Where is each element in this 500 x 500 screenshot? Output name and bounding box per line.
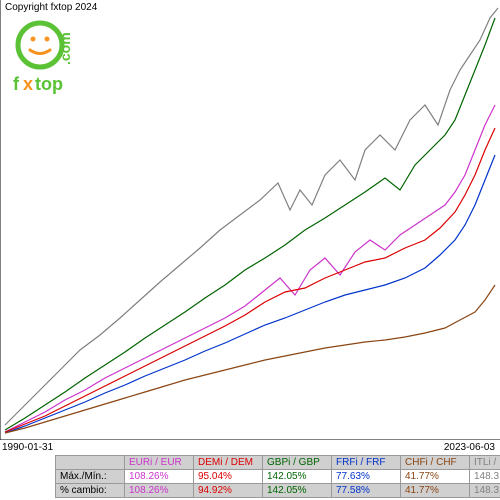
cell-chg: 41.77% — [401, 484, 470, 498]
end-date: 2023-06-03 — [444, 442, 495, 453]
cell-chg: 94.92% — [194, 484, 263, 498]
cell-chg: 148.3 — [470, 484, 500, 498]
series-brown — [5, 285, 495, 433]
series-red — [5, 128, 495, 432]
stats-table: EURi / EURDEMi / DEMGBPi / GBPFRFi / FRF… — [55, 455, 500, 498]
chart-container: Copyright fxtop 2024 .com f x top 1990-0… — [0, 0, 500, 500]
row-header-maxmin: Máx./Mín.: — [56, 470, 125, 484]
cell-max: 95.04% — [194, 470, 263, 484]
cell-chg: 142.05% — [263, 484, 332, 498]
table-corner — [56, 456, 125, 470]
series-green — [5, 18, 495, 430]
col-header: CHFi / CHF — [401, 456, 470, 470]
start-date: 1990-01-31 — [2, 442, 53, 453]
cell-max: 108.26% — [125, 470, 194, 484]
line-chart — [0, 0, 500, 440]
col-header: FRFi / FRF — [332, 456, 401, 470]
series-gray — [5, 8, 498, 425]
cell-chg: 77.58% — [332, 484, 401, 498]
col-header: EURi / EUR — [125, 456, 194, 470]
cell-max: 77.63% — [332, 470, 401, 484]
col-header: ITLi / — [470, 456, 500, 470]
series-blue — [5, 155, 495, 433]
row-header-chg: % cambio: — [56, 484, 125, 498]
cell-max: 41.77% — [401, 470, 470, 484]
cell-max: 142.05% — [263, 470, 332, 484]
cell-max: 148.3 — [470, 470, 500, 484]
col-header: DEMi / DEM — [194, 456, 263, 470]
col-header: GBPi / GBP — [263, 456, 332, 470]
cell-chg: 108.26% — [125, 484, 194, 498]
